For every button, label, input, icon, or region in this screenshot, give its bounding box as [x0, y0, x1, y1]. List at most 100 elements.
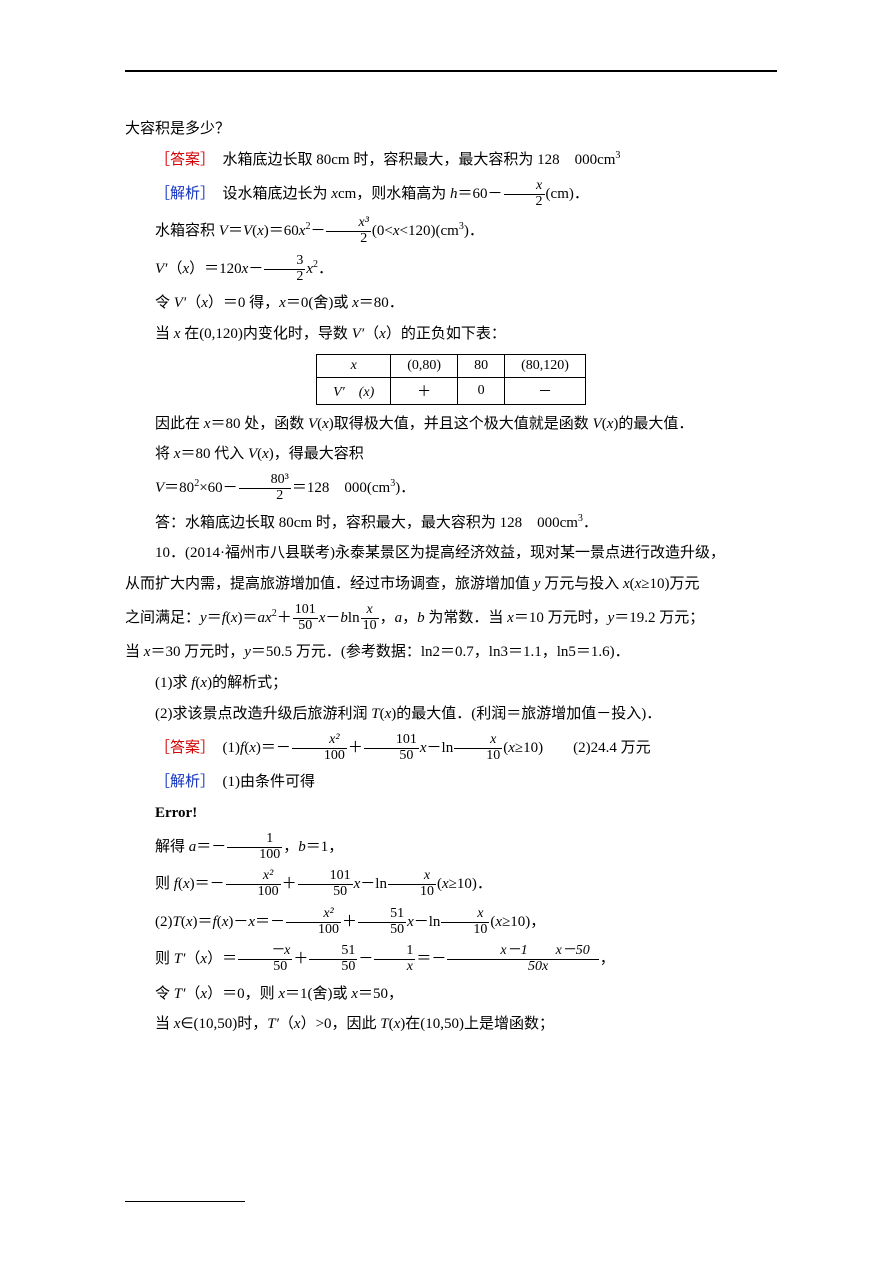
answer-label: ［答案］ [155, 152, 208, 168]
frac-x-10: x10 [454, 733, 502, 763]
den: 100 [227, 847, 282, 863]
t: － [248, 261, 263, 277]
solution-label: ［解析］ [155, 186, 208, 202]
frac-x-10: x10 [441, 907, 489, 937]
t: ）＝ [207, 951, 237, 967]
den: 50 [293, 618, 318, 634]
var-V: V [248, 446, 257, 462]
frac-x-2: x2 [504, 179, 545, 209]
t: (2)求该景点改造升级后旅游利润 [155, 706, 371, 722]
solution-line-2: 水箱容积 V＝V(x)＝60x2－x³2(0<x<120)(cm3)． [125, 213, 777, 251]
sup3: 3 [578, 513, 583, 524]
t: ）的正负如下表： [386, 326, 506, 342]
t: ＝128 000(cm [292, 480, 390, 496]
solution-line-7: 将 x＝80 代入 V(x)，得最大容积 [125, 439, 777, 470]
frac-101-50: 10150 [364, 733, 419, 763]
den: 100 [226, 884, 281, 900]
frac-3-2: 32 [264, 254, 305, 284]
num: 3 [264, 254, 305, 269]
num: x² [292, 733, 347, 748]
t: ， [600, 951, 615, 967]
t: ＝80 代入 [180, 446, 248, 462]
table-cell: － [505, 377, 586, 404]
problem-10-q1: (1)求 f(x)的解析式； [125, 668, 777, 699]
frac-x-10: x10 [388, 869, 436, 899]
den: 50 [238, 959, 292, 975]
num: －x [238, 944, 292, 959]
var-x: x [262, 446, 269, 462]
problem-10-q2: (2)求该景点改造升级后旅游利润 T(x)的最大值．(利润＝旅游增加值－投入)． [125, 699, 777, 730]
answer-2: ［答案］ (1)f(x)＝－x²100＋10150x－lnx10(x≥10) (… [125, 730, 777, 768]
frac-x2-100: x²100 [226, 869, 281, 899]
t: ＋ [277, 610, 292, 626]
num: x² [286, 907, 341, 922]
t: 设水箱底边长为 [208, 186, 332, 202]
var-x: x [201, 295, 208, 311]
t: 答：水箱底边长取 80cm 时，容积最大，最大容积为 128 000cm [155, 515, 578, 531]
t: ＝50， [358, 986, 403, 1002]
den: 50x [447, 959, 598, 975]
den: 10 [441, 922, 489, 938]
solution-2-line6: 令 T′（x）＝0，则 x＝1(舍)或 x＝50， [125, 979, 777, 1010]
var-b: b [298, 839, 306, 855]
var-x: x [186, 914, 193, 930]
t: ， [380, 610, 395, 626]
var-x: x [508, 740, 515, 756]
solution-label: ［解析］ [155, 774, 208, 790]
t: ＋ [282, 876, 297, 892]
var-T: T [371, 706, 379, 722]
frac-51-50: 5150 [358, 907, 406, 937]
var-a: a [258, 610, 266, 626]
t: ≥10)万元 [641, 576, 699, 592]
table-cell: (80,120) [505, 354, 586, 377]
t: x－50 [556, 943, 590, 958]
var-Vp: V′ [155, 261, 167, 277]
den: 10 [361, 618, 379, 634]
t: )的解析式； [207, 675, 287, 691]
table-cell: V′ (x) [317, 377, 391, 404]
t: 则 [155, 876, 174, 892]
num: 80³ [239, 473, 291, 488]
t: ＝10 万元时， [514, 610, 608, 626]
t: )． [464, 223, 484, 239]
t: 为常数．当 [425, 610, 508, 626]
t: －ln [427, 740, 454, 756]
num: 51 [358, 907, 406, 922]
frac-x-10: x10 [361, 603, 379, 633]
num: 101 [298, 869, 353, 884]
t: －ln [414, 914, 441, 930]
var-T: T [173, 914, 181, 930]
t: ）>0，因此 [301, 1016, 381, 1032]
t: （ [186, 295, 201, 311]
t: (cm)． [546, 186, 589, 202]
t: ＝1(舍)或 [285, 986, 351, 1002]
frac-101-50: 10150 [298, 869, 353, 899]
document-page: 大容积是多少？ ［答案］ 水箱底边长取 80cm 时，容积最大，最大容积为 12… [0, 0, 892, 1262]
t: ， [402, 610, 417, 626]
t: (0< [372, 223, 393, 239]
solution-line-8: V＝802×60－80³2＝128 000(cm3)． [125, 470, 777, 508]
frac-mx-50: －x50 [238, 944, 292, 974]
var-Tp: T′ [174, 951, 186, 967]
t: （ [185, 951, 200, 967]
t: ＝－ [196, 839, 226, 855]
t: ＝80 [164, 480, 194, 496]
t: 从而扩大内需，提高旅游增加值．经过市场调查，旅游增加值 [125, 576, 534, 592]
var-V: V [219, 223, 228, 239]
num: x [388, 869, 436, 884]
table-cell: 80 [458, 354, 505, 377]
t: (1) [208, 740, 241, 756]
den: 2 [239, 488, 291, 504]
t: (2) [155, 914, 173, 930]
var-T: T [380, 1016, 388, 1032]
t: ≥10) (2)24.4 万元 [515, 740, 651, 756]
solution-2-line1: ［解析］ (1)由条件可得 [125, 767, 777, 798]
solution-line-6: 因此在 x＝80 处，函数 V(x)取得极大值，并且这个极大值就是函数 V(x)… [125, 409, 777, 440]
num: x [361, 603, 379, 618]
t: 将 [155, 446, 174, 462]
t: ＝0(舍)或 [286, 295, 352, 311]
var-x: x [420, 740, 427, 756]
t: ＝30 万元时， [150, 644, 244, 660]
t: x－1 [500, 943, 527, 958]
t: (1)求 [155, 675, 191, 691]
